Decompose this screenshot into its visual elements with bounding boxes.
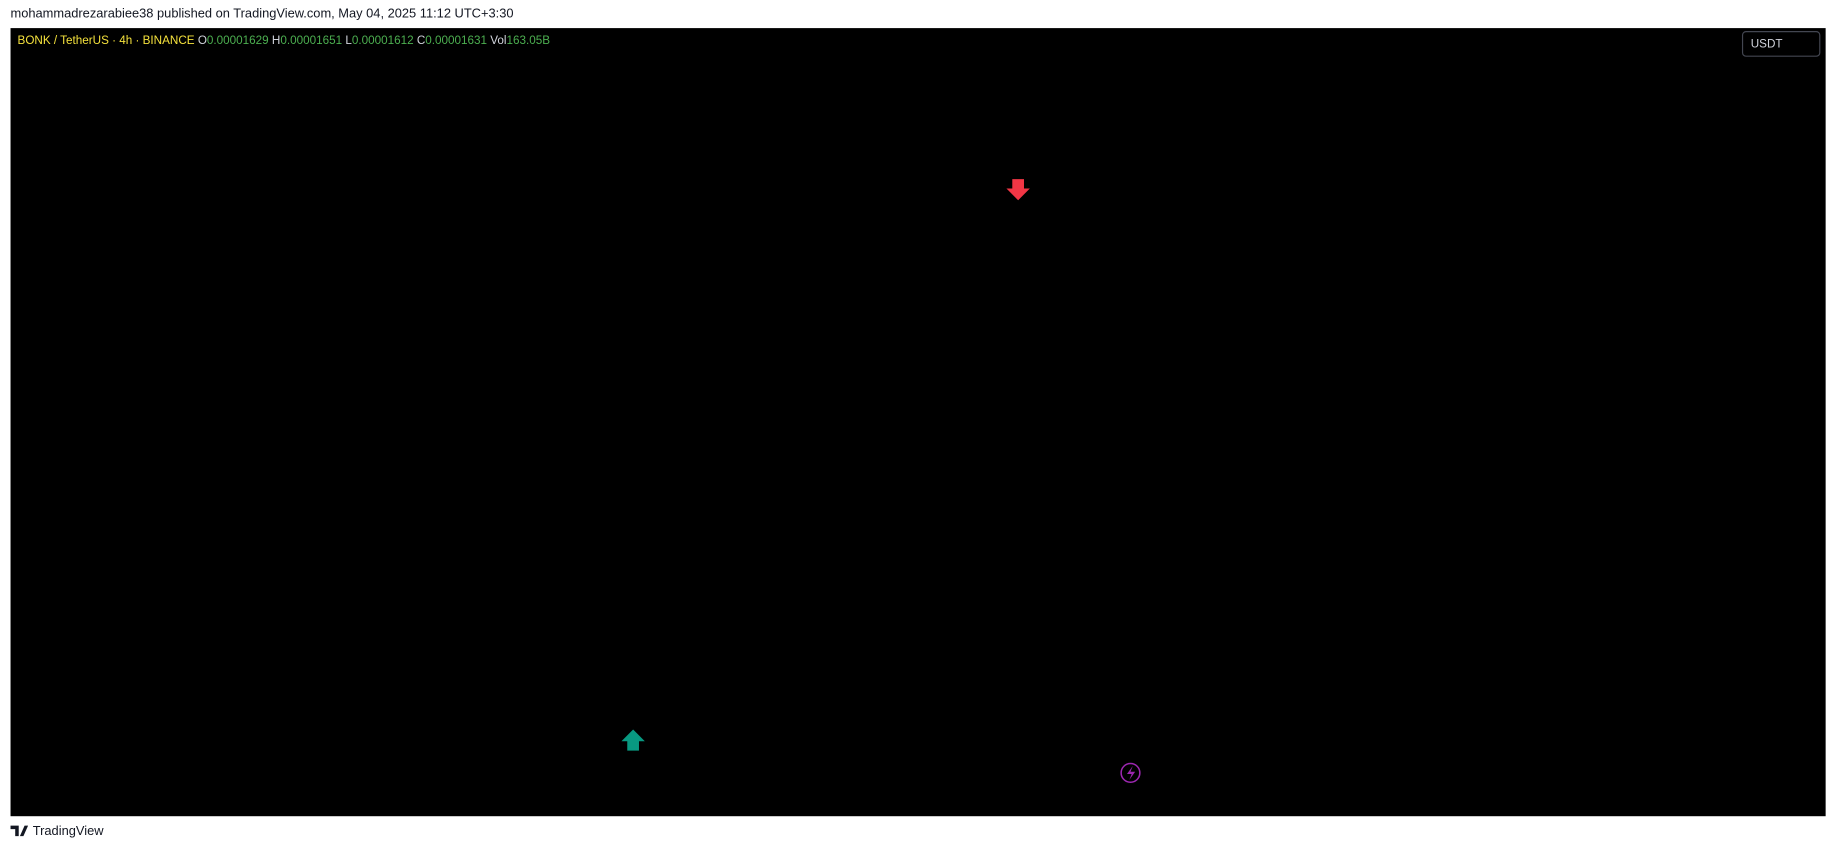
ohlc-value: 0.00001651 — [280, 34, 342, 47]
sell-arrow — [1006, 179, 1030, 201]
ohlc-key: H — [272, 34, 280, 47]
ohlc-value: 0.00001631 — [425, 34, 487, 47]
symbol: BONK / TetherUS · 4h · BINANCE — [18, 34, 195, 47]
icon-circle[interactable] — [1120, 762, 1141, 784]
ohlc-value: 163.05B — [507, 34, 551, 47]
brand-logo — [10, 825, 29, 837]
brand: TradingView — [10, 823, 104, 838]
ohlc-value: 0.00001629 — [207, 34, 269, 47]
icon-bolt[interactable] — [1126, 765, 1136, 780]
legend: BONK / TetherUS · 4h · BINANCE O0.000016… — [18, 34, 551, 47]
brand-name: TradingView — [33, 823, 104, 838]
ohlc-key: Vol — [490, 34, 506, 47]
lightning-icon[interactable] — [1120, 762, 1141, 784]
currency-label[interactable]: USDT — [1751, 38, 1783, 51]
ohlc-key: L — [345, 34, 352, 47]
currency-button[interactable]: USDT — [1741, 31, 1821, 57]
publisher-line: mohammadrezarabiee38 published on Tradin… — [11, 5, 514, 20]
chart-bg — [10, 28, 1826, 817]
currency-button-frame[interactable] — [1741, 31, 1821, 57]
ohlc-key: O — [198, 34, 207, 47]
ohlc-key: C — [417, 34, 425, 47]
ohlc-value: 0.00001612 — [352, 34, 414, 47]
